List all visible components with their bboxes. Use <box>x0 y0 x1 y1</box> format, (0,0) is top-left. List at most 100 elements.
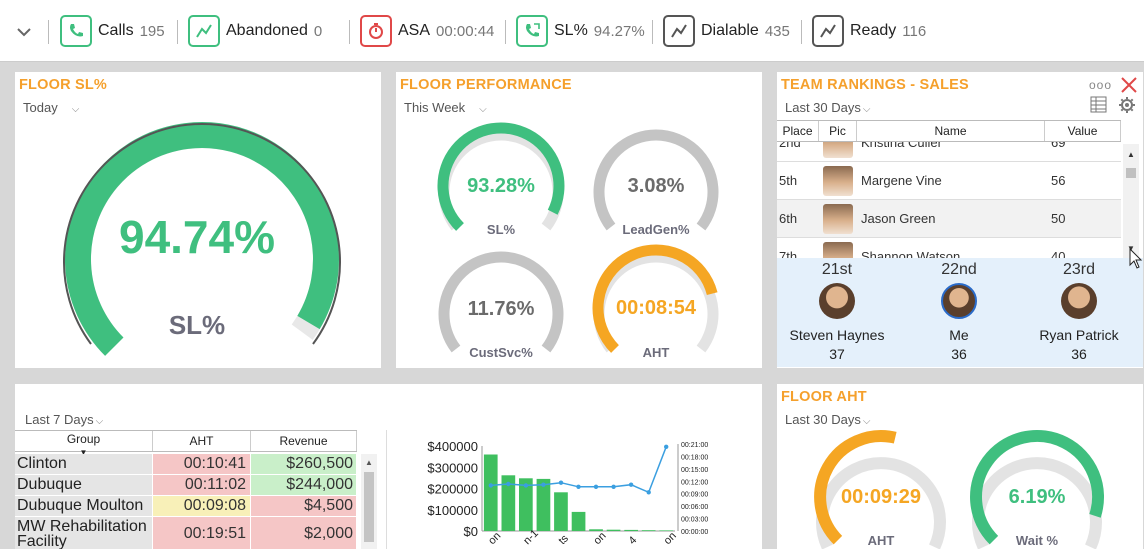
row-place: 5th <box>779 173 798 188</box>
bar <box>571 511 586 531</box>
gauge-leadgen[interactable]: 3.08% LeadGen% <box>593 129 719 237</box>
column-header-label: Group <box>66 432 101 446</box>
metric-calls[interactable]: Calls 195 <box>60 14 165 48</box>
metric-ready[interactable]: Ready 116 <box>812 14 926 48</box>
gauge-aht[interactable]: 00:08:54 AHT <box>592 244 719 360</box>
x-tick-label: ts <box>556 532 571 547</box>
date-filter-value: Last 30 Days <box>785 412 861 427</box>
trend-line-icon <box>812 15 844 47</box>
column-header[interactable]: Value <box>1045 121 1121 141</box>
table-row[interactable]: MW Rehabilitation Facility 00:19:51 $2,0… <box>15 517 357 549</box>
gauge-fill <box>65 122 339 356</box>
gauge-fill <box>970 429 1105 545</box>
column-header[interactable]: Pic <box>819 121 857 141</box>
date-filter-dropdown[interactable]: Last 7 Days ⌵ <box>25 412 103 427</box>
mouse-cursor-icon <box>1129 248 1143 269</box>
gauge-track <box>438 251 564 353</box>
cell-group: Clinton <box>15 454 153 474</box>
date-filter-dropdown[interactable]: Last 30 Days ⌵ <box>785 412 870 427</box>
more-options-icon[interactable]: ooo <box>1089 78 1113 92</box>
gauge-fill <box>592 244 718 353</box>
scroll-up-icon[interactable]: ▲ <box>1127 150 1135 159</box>
divider <box>177 20 178 44</box>
date-filter-value: Last 30 Days <box>785 100 861 115</box>
cell-aht: 00:11:02 <box>153 475 251 495</box>
table-row[interactable]: 2nd Kristina Culler 69 <box>777 142 1121 162</box>
gauge-sl[interactable]: 93.28% SL% <box>437 122 565 237</box>
table-row[interactable]: Dubuque 00:11:02 $244,000 <box>15 475 357 496</box>
rank-score: 36 <box>1071 346 1087 362</box>
bar <box>554 492 568 531</box>
metric-value: 94.27% <box>593 22 645 40</box>
table-row[interactable]: Dubuque Moulton 00:09:08 $4,500 <box>15 496 357 517</box>
metric-label: SL% <box>554 22 588 39</box>
stopwatch-icon <box>360 15 392 47</box>
divider <box>386 430 387 549</box>
date-filter-dropdown[interactable]: This Week ⌵ <box>404 100 487 115</box>
column-header[interactable]: Place <box>777 121 819 141</box>
table-row[interactable]: 7th Shannon Watson 40 <box>777 238 1121 258</box>
column-header-group[interactable]: Group ▼ <box>15 431 153 457</box>
metric-abandoned[interactable]: Abandoned 0 <box>188 14 322 48</box>
gauge-custsvc[interactable]: 11.76% CustSvc% <box>438 251 564 360</box>
chevron-down-icon: ⌵ <box>862 104 871 115</box>
y2-tick-label: 00:06:00 <box>681 504 708 511</box>
nearby-rankings: 21st Steven Haynes 37 22nd Me 36 23rd Ry… <box>777 258 1143 367</box>
line-point <box>576 484 581 489</box>
y2-tick-label: 00:21:00 <box>681 442 708 449</box>
cell-group: Dubuque Moulton <box>15 496 153 516</box>
divider <box>48 20 49 44</box>
line-point <box>664 444 669 449</box>
row-name: Jason Green <box>861 211 936 226</box>
rank-name: Steven Haynes <box>789 327 885 343</box>
rank-name: Me <box>949 327 969 343</box>
scroll-thumb[interactable] <box>1126 168 1136 178</box>
metric-value: 435 <box>764 22 790 40</box>
bar <box>624 529 638 531</box>
metric-value: 116 <box>902 22 927 40</box>
rank-place: 23rd <box>1062 261 1096 278</box>
metric-sl[interactable]: SL% 94.27% <box>516 14 645 48</box>
column-header[interactable]: Revenue <box>251 431 357 451</box>
date-filter-dropdown[interactable]: Last 30 Days ⌵ <box>785 100 870 115</box>
table-scrollbar[interactable]: ▲ ▼ <box>1123 144 1139 258</box>
column-header[interactable]: AHT <box>153 431 251 451</box>
trend-line-icon <box>188 15 220 47</box>
avatar <box>823 241 853 258</box>
gauge-wait[interactable]: 6.19% Wait % <box>970 429 1105 549</box>
metric-dialable[interactable]: Dialable 435 <box>663 14 790 48</box>
grid-icon[interactable] <box>1090 96 1107 113</box>
phone-icon <box>60 15 92 47</box>
table-row[interactable]: Clinton 00:10:41 $260,500 <box>15 454 357 475</box>
chevron-down-icon: ⌵ <box>479 104 487 115</box>
nearby-rank-card[interactable]: 23rd Ryan Patrick 36 <box>1019 258 1139 362</box>
avatar <box>819 283 855 319</box>
floor-aht-panel: FLOOR AHT Last 30 Days ⌵ 00:09:29 AHT 6.1… <box>777 384 1143 549</box>
cell-group: Dubuque <box>15 475 153 495</box>
chevron-down-icon[interactable] <box>14 22 34 42</box>
metric-label: ASA <box>398 22 431 39</box>
nearby-rank-card-me[interactable]: 22nd Me 36 <box>899 258 1019 362</box>
gauge-aht[interactable]: 00:09:29 AHT <box>814 430 946 549</box>
performance-gauges: 93.28% SL% 3.08% LeadGen% 11.76% CustSvc… <box>437 122 719 360</box>
table-row[interactable]: 5th Margene Vine 56 <box>777 162 1121 200</box>
bar <box>519 478 533 531</box>
column-header[interactable]: Name <box>857 121 1045 141</box>
gauge-label: LeadGen% <box>622 222 690 237</box>
scroll-down-icon[interactable]: ▼ <box>1127 244 1135 253</box>
scroll-thumb[interactable] <box>364 472 374 542</box>
bar <box>536 478 551 531</box>
line-point <box>488 483 493 488</box>
table-row[interactable]: 6th Jason Green 50 <box>777 200 1121 238</box>
metric-asa[interactable]: ASA 00:00:44 <box>360 14 494 48</box>
scroll-up-icon[interactable]: ▲ <box>365 458 373 467</box>
line-point <box>541 482 546 487</box>
date-filter-dropdown[interactable]: Today ⌵ <box>23 100 79 115</box>
y2-tick-label: 00:18:00 <box>681 454 708 461</box>
table-scrollbar[interactable]: ▲ <box>361 454 377 549</box>
gear-icon[interactable] <box>1118 96 1136 114</box>
close-icon[interactable] <box>1120 76 1138 94</box>
cell-aht: 00:09:08 <box>153 496 251 516</box>
line-point <box>646 490 651 495</box>
nearby-rank-card[interactable]: 21st Steven Haynes 37 <box>777 258 897 362</box>
